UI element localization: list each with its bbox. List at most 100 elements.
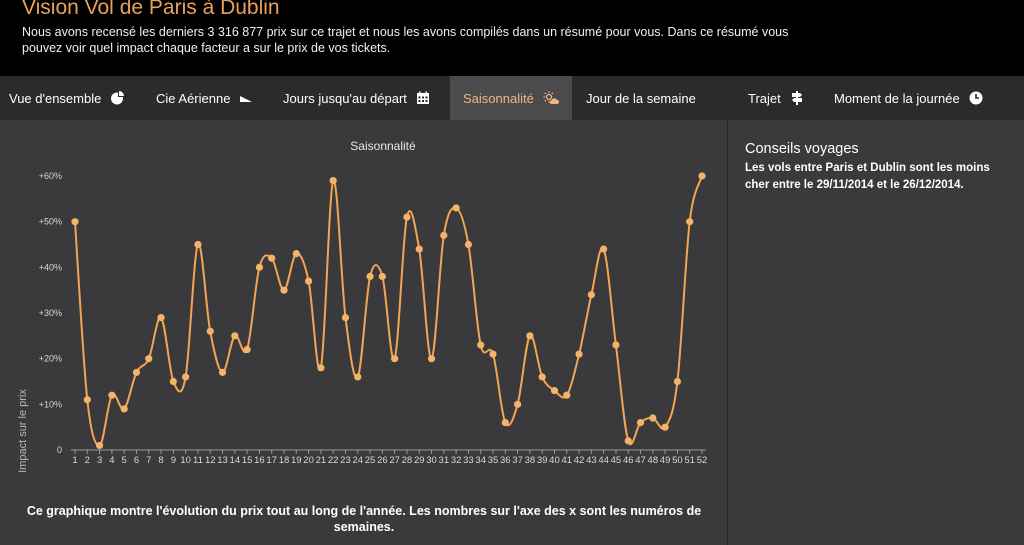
chart-caption: Ce graphique montre l'évolution du prix …: [26, 504, 702, 534]
data-point[interactable]: [624, 437, 632, 445]
page-description: Nous avons recensé les derniers 3 316 87…: [22, 25, 789, 55]
x-tick-label: 44: [598, 455, 609, 466]
data-point[interactable]: [563, 391, 571, 399]
data-point[interactable]: [427, 355, 436, 363]
data-point[interactable]: [587, 291, 595, 299]
data-point[interactable]: [329, 176, 337, 185]
data-point[interactable]: [440, 231, 448, 239]
data-point[interactable]: [218, 368, 227, 376]
tab-seasonality[interactable]: Saisonnalité: [450, 76, 572, 120]
x-tick-label: 25: [365, 455, 376, 466]
data-point[interactable]: [243, 345, 251, 354]
data-point[interactable]: [612, 341, 620, 349]
data-point[interactable]: [268, 254, 276, 262]
x-axis: 1 2 3 4 5 6 7 8 9 10 11 12 13 14 15 16 17 18 19 20 21 22 23 24 2…: [71, 449, 708, 466]
data-point[interactable]: [575, 350, 583, 358]
data-point[interactable]: [108, 391, 116, 399]
data-point[interactable]: [649, 414, 657, 422]
tab-time-of-day[interactable]: Moment de la journée: [834, 76, 983, 120]
data-point[interactable]: [292, 250, 300, 258]
data-point[interactable]: [673, 377, 682, 386]
x-tick-label: 21: [316, 455, 327, 466]
tab-label: Jour de la semaine: [586, 90, 696, 106]
data-point[interactable]: [280, 286, 288, 294]
data-point[interactable]: [477, 341, 485, 349]
x-tick-label: 37: [512, 455, 523, 466]
data-point[interactable]: [304, 277, 313, 285]
data-point[interactable]: [157, 313, 165, 322]
data-point[interactable]: [391, 355, 399, 363]
data-point[interactable]: [366, 272, 374, 281]
travel-tips-title: Conseils voyages: [745, 141, 859, 157]
x-tick-label: 14: [230, 455, 241, 466]
brand-name: Vision Vol: [22, 0, 114, 19]
x-tick-label: 22: [328, 455, 339, 466]
tab-overview[interactable]: Vue d'ensemble: [9, 76, 125, 120]
data-point[interactable]: [464, 240, 473, 249]
data-point[interactable]: [636, 419, 645, 427]
data-point[interactable]: [403, 213, 411, 221]
data-point[interactable]: [169, 377, 177, 386]
data-point[interactable]: [550, 387, 559, 395]
tab-day-of-week[interactable]: Jour de la semaine: [586, 76, 696, 120]
data-point[interactable]: [489, 350, 497, 358]
data-point[interactable]: [341, 313, 350, 322]
x-tick-label: 15: [242, 455, 253, 466]
x-tick-label: 36: [500, 455, 511, 466]
data-point[interactable]: [698, 172, 706, 180]
x-tick-label: 29: [414, 455, 425, 466]
data-point[interactable]: [194, 240, 202, 249]
weather-icon: [543, 91, 559, 104]
calendar-icon: [416, 91, 429, 104]
x-tick-label: 3: [97, 455, 102, 466]
data-point[interactable]: [132, 368, 141, 376]
data-point[interactable]: [231, 332, 239, 340]
x-tick-label: 5: [122, 455, 127, 466]
data-point[interactable]: [182, 373, 190, 381]
data-point[interactable]: [120, 405, 128, 413]
x-tick-label: 6: [134, 455, 139, 466]
x-tick-label: 38: [525, 455, 536, 466]
data-point[interactable]: [71, 218, 79, 226]
x-tick-label: 46: [623, 455, 634, 466]
data-point[interactable]: [600, 245, 608, 253]
tab-airline[interactable]: Cie Aérienne: [156, 76, 253, 120]
data-point[interactable]: [206, 327, 214, 335]
y-tick-label: +60%: [39, 171, 62, 181]
x-tick-label: 13: [217, 455, 228, 466]
data-point[interactable]: [452, 204, 460, 212]
data-point[interactable]: [145, 355, 153, 363]
data-point[interactable]: [95, 441, 104, 450]
tab-days-before-departure[interactable]: Jours jusqu'au départ: [283, 76, 430, 120]
x-tick-label: 18: [279, 455, 290, 466]
x-tick-label: 52: [697, 455, 708, 466]
data-point[interactable]: [661, 423, 669, 431]
x-tick-label: 11: [193, 455, 203, 466]
x-tick-label: 7: [146, 455, 151, 466]
data-point[interactable]: [378, 272, 386, 281]
data-point[interactable]: [255, 263, 264, 271]
x-tick-label: 1: [72, 455, 77, 466]
x-tick-label: 10: [180, 455, 191, 466]
x-tick-label: 8: [158, 455, 163, 466]
data-point[interactable]: [501, 419, 509, 427]
y-axis-label: Impact sur le prix: [17, 389, 29, 473]
data-point[interactable]: [83, 396, 91, 404]
tab-route[interactable]: Trajet: [748, 76, 804, 120]
x-tick-label: 20: [303, 455, 314, 466]
tab-label: Vue d'ensemble: [9, 90, 102, 106]
x-tick-label: 50: [672, 455, 683, 466]
data-point[interactable]: [538, 373, 546, 381]
series-line: [74, 175, 703, 447]
data-point[interactable]: [415, 245, 423, 253]
data-point[interactable]: [526, 332, 534, 340]
data-point[interactable]: [317, 364, 325, 372]
data-point[interactable]: [513, 400, 522, 408]
data-point[interactable]: [686, 218, 694, 226]
x-tick-label: 34: [475, 455, 486, 466]
route-icon: [791, 91, 802, 105]
data-point[interactable]: [354, 373, 362, 381]
x-tick-label: 42: [574, 455, 585, 466]
x-tick-label: 48: [648, 455, 659, 466]
x-tick-label: 23: [340, 455, 351, 466]
